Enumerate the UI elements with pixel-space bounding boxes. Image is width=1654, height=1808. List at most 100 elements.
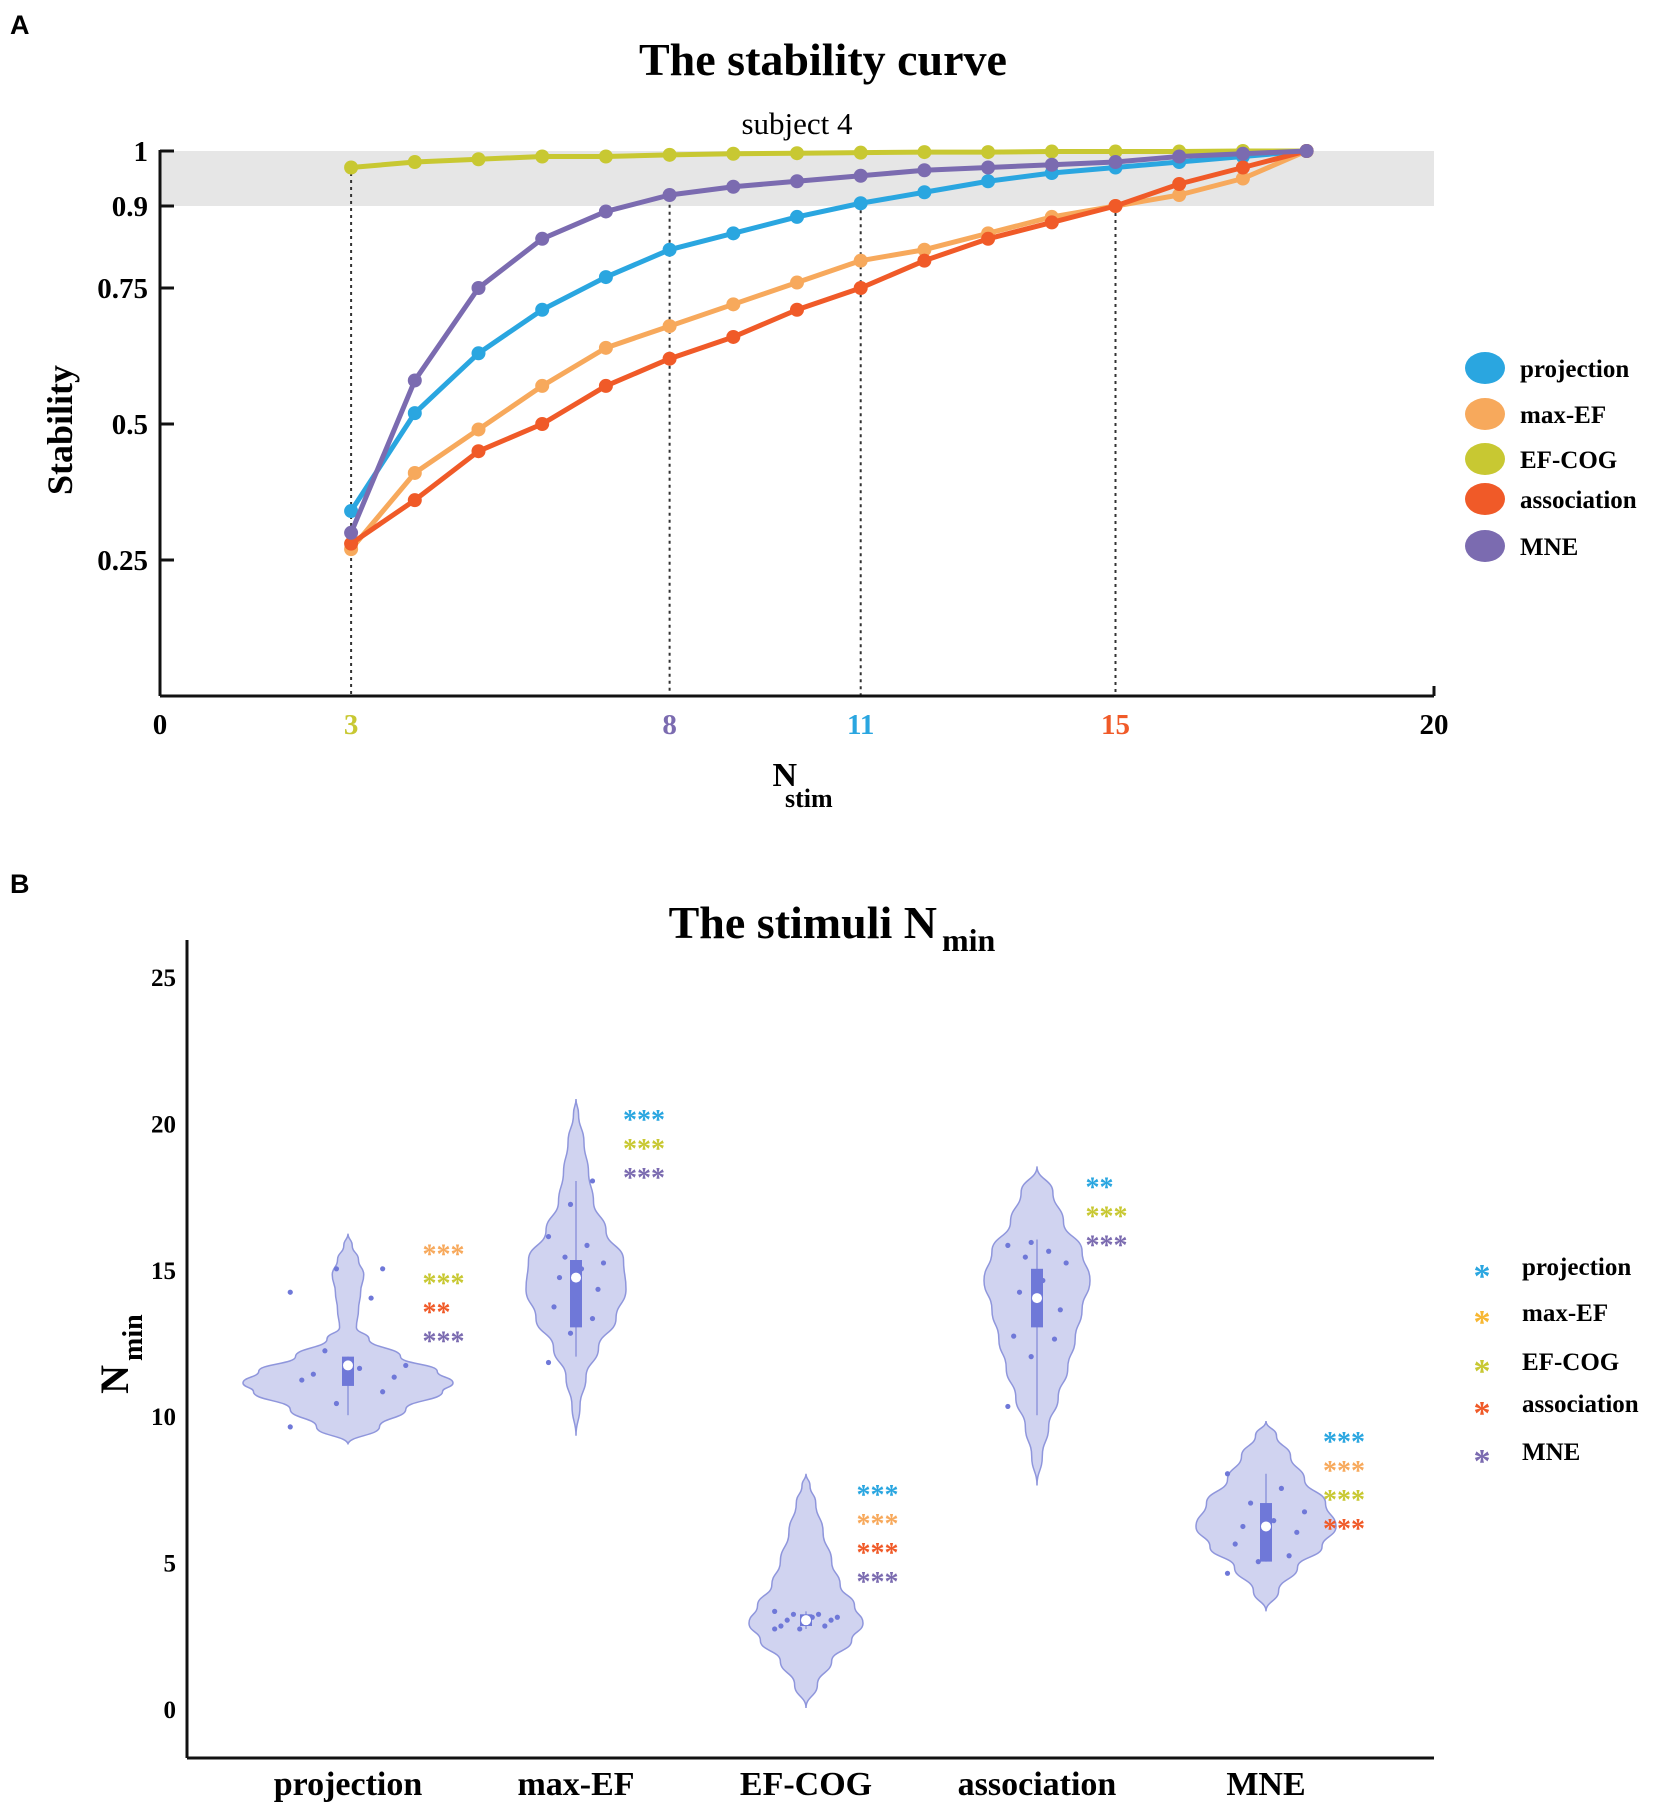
violin-group-max-EF: ********* <box>525 1098 665 1436</box>
data-point-association <box>1028 1354 1034 1360</box>
x-tick-label-8: 8 <box>662 709 677 741</box>
data-point-MNE <box>407 373 422 388</box>
significance-stars-projection: ** <box>423 1298 451 1329</box>
data-point-max-EF <box>1172 188 1187 202</box>
data-point-EF-COG <box>834 1614 840 1620</box>
data-point-EF-COG <box>778 1623 784 1629</box>
data-point-projection <box>790 209 804 224</box>
data-point-EF-COG <box>772 1626 778 1632</box>
mean-marker-projection <box>343 1360 353 1371</box>
data-point-MNE <box>917 163 932 178</box>
mean-marker-MNE <box>1261 1521 1271 1532</box>
data-point-max-EF <box>567 1330 574 1336</box>
series-line-projection <box>348 148 1310 514</box>
data-point-EF-COG <box>471 152 486 167</box>
legend-swatch-max-EF <box>1465 398 1505 430</box>
x-tick-label-11: 11 <box>847 709 874 741</box>
legend-star-max-EF: * <box>1474 1304 1491 1341</box>
data-point-projection <box>299 1377 305 1383</box>
data-point-MNE <box>726 179 741 194</box>
legend-swatch-projection <box>1465 352 1505 384</box>
data-point-max-EF <box>726 297 741 312</box>
data-point-MNE <box>598 204 613 219</box>
data-point-EF-COG <box>407 155 422 169</box>
y-axis-label: N <box>92 1365 137 1394</box>
data-point-association <box>1040 1277 1046 1284</box>
x-tick-label-15: 15 <box>1101 709 1130 741</box>
series-association <box>344 144 1314 551</box>
data-point-EF-COG <box>1108 144 1123 159</box>
legend-label-EF-COG: EF-COG <box>1520 447 1617 474</box>
y-tick-label: 5 <box>164 1551 177 1578</box>
data-point-MNE <box>1299 144 1314 158</box>
data-point-EF-COG <box>344 160 359 175</box>
data-point-MNE <box>1172 149 1187 164</box>
data-point-max-EF <box>556 1274 563 1281</box>
x-category-label-association: association <box>958 1766 1117 1803</box>
legend-label-max-EF: max-EF <box>1522 1300 1608 1327</box>
data-point-projection <box>981 174 996 189</box>
data-point-MNE <box>1224 1471 1231 1477</box>
data-point-EF-COG <box>662 147 677 162</box>
data-point-association <box>535 417 550 431</box>
data-point-MNE <box>1224 1570 1231 1576</box>
data-point-association <box>1046 1248 1052 1254</box>
series-line-max-EF <box>348 148 1310 552</box>
data-point-association <box>407 493 422 508</box>
data-point-MNE <box>1278 1485 1284 1491</box>
data-point-max-EF <box>853 253 868 268</box>
legend-label-projection: projection <box>1522 1254 1631 1281</box>
data-point-association <box>1016 1289 1023 1295</box>
data-point-association <box>1057 1307 1063 1313</box>
data-point-projection <box>345 1377 351 1383</box>
data-point-max-EF <box>535 378 550 393</box>
significance-stars-max-EF: *** <box>623 1134 665 1165</box>
data-point-association <box>344 536 359 551</box>
data-point-projection <box>287 1289 293 1295</box>
data-point-projection <box>356 1365 363 1371</box>
data-point-projection <box>853 196 868 211</box>
data-point-projection <box>287 1424 293 1430</box>
data-point-association <box>917 253 932 268</box>
data-point-EF-COG <box>822 1623 828 1629</box>
y-tick-label: 1 <box>134 136 149 168</box>
significance-stars-max-EF: *** <box>623 1163 665 1194</box>
data-point-EF-COG <box>815 1611 822 1617</box>
data-point-association <box>1034 1318 1040 1325</box>
data-point-max-EF <box>551 1304 557 1310</box>
data-point-max-EF <box>662 319 677 334</box>
data-point-MNE <box>1044 157 1059 172</box>
series-projection <box>344 144 1314 519</box>
data-point-association <box>662 351 677 366</box>
panel-a-title: The stability curve <box>639 34 1007 85</box>
mean-marker-association <box>1032 1293 1042 1304</box>
x-category-label-EF-COG: EF-COG <box>740 1766 872 1803</box>
data-point-projection <box>407 406 422 421</box>
x-category-label-MNE: MNE <box>1226 1766 1305 1803</box>
x-tick-label-20: 20 <box>1420 709 1449 741</box>
legend: projection max-EF EF-COG association MNE <box>1465 352 1637 562</box>
y-tick-label: 15 <box>151 1258 176 1285</box>
data-point-max-EF <box>589 1315 596 1322</box>
significance-stars-max-EF: *** <box>623 1105 665 1136</box>
x-category-label-projection: projection <box>274 1766 423 1803</box>
legend-star-EF-COG: * <box>1474 1353 1491 1390</box>
data-point-EF-COG <box>917 145 932 160</box>
significance-stars-MNE: *** <box>1323 1485 1365 1516</box>
legend-star-projection: * <box>1474 1258 1491 1295</box>
legend-star-MNE: * <box>1474 1443 1491 1480</box>
panel-a-subtitle: subject 4 <box>741 106 853 141</box>
data-point-association <box>981 231 996 246</box>
data-point-max-EF <box>562 1254 568 1260</box>
mean-marker-EF-COG <box>801 1615 811 1626</box>
panel-b-title-subscript: min <box>942 922 996 958</box>
legend-label-EF-COG: EF-COG <box>1522 1349 1619 1376</box>
data-point-projection <box>333 1400 340 1407</box>
data-point-projection <box>917 185 932 200</box>
significance-stars-EF-COG: *** <box>857 1538 899 1569</box>
significance-stars-EF-COG: *** <box>857 1480 899 1511</box>
significance-stars-association: *** <box>1086 1230 1128 1261</box>
data-point-MNE <box>1263 1532 1269 1538</box>
data-point-projection <box>391 1374 397 1380</box>
